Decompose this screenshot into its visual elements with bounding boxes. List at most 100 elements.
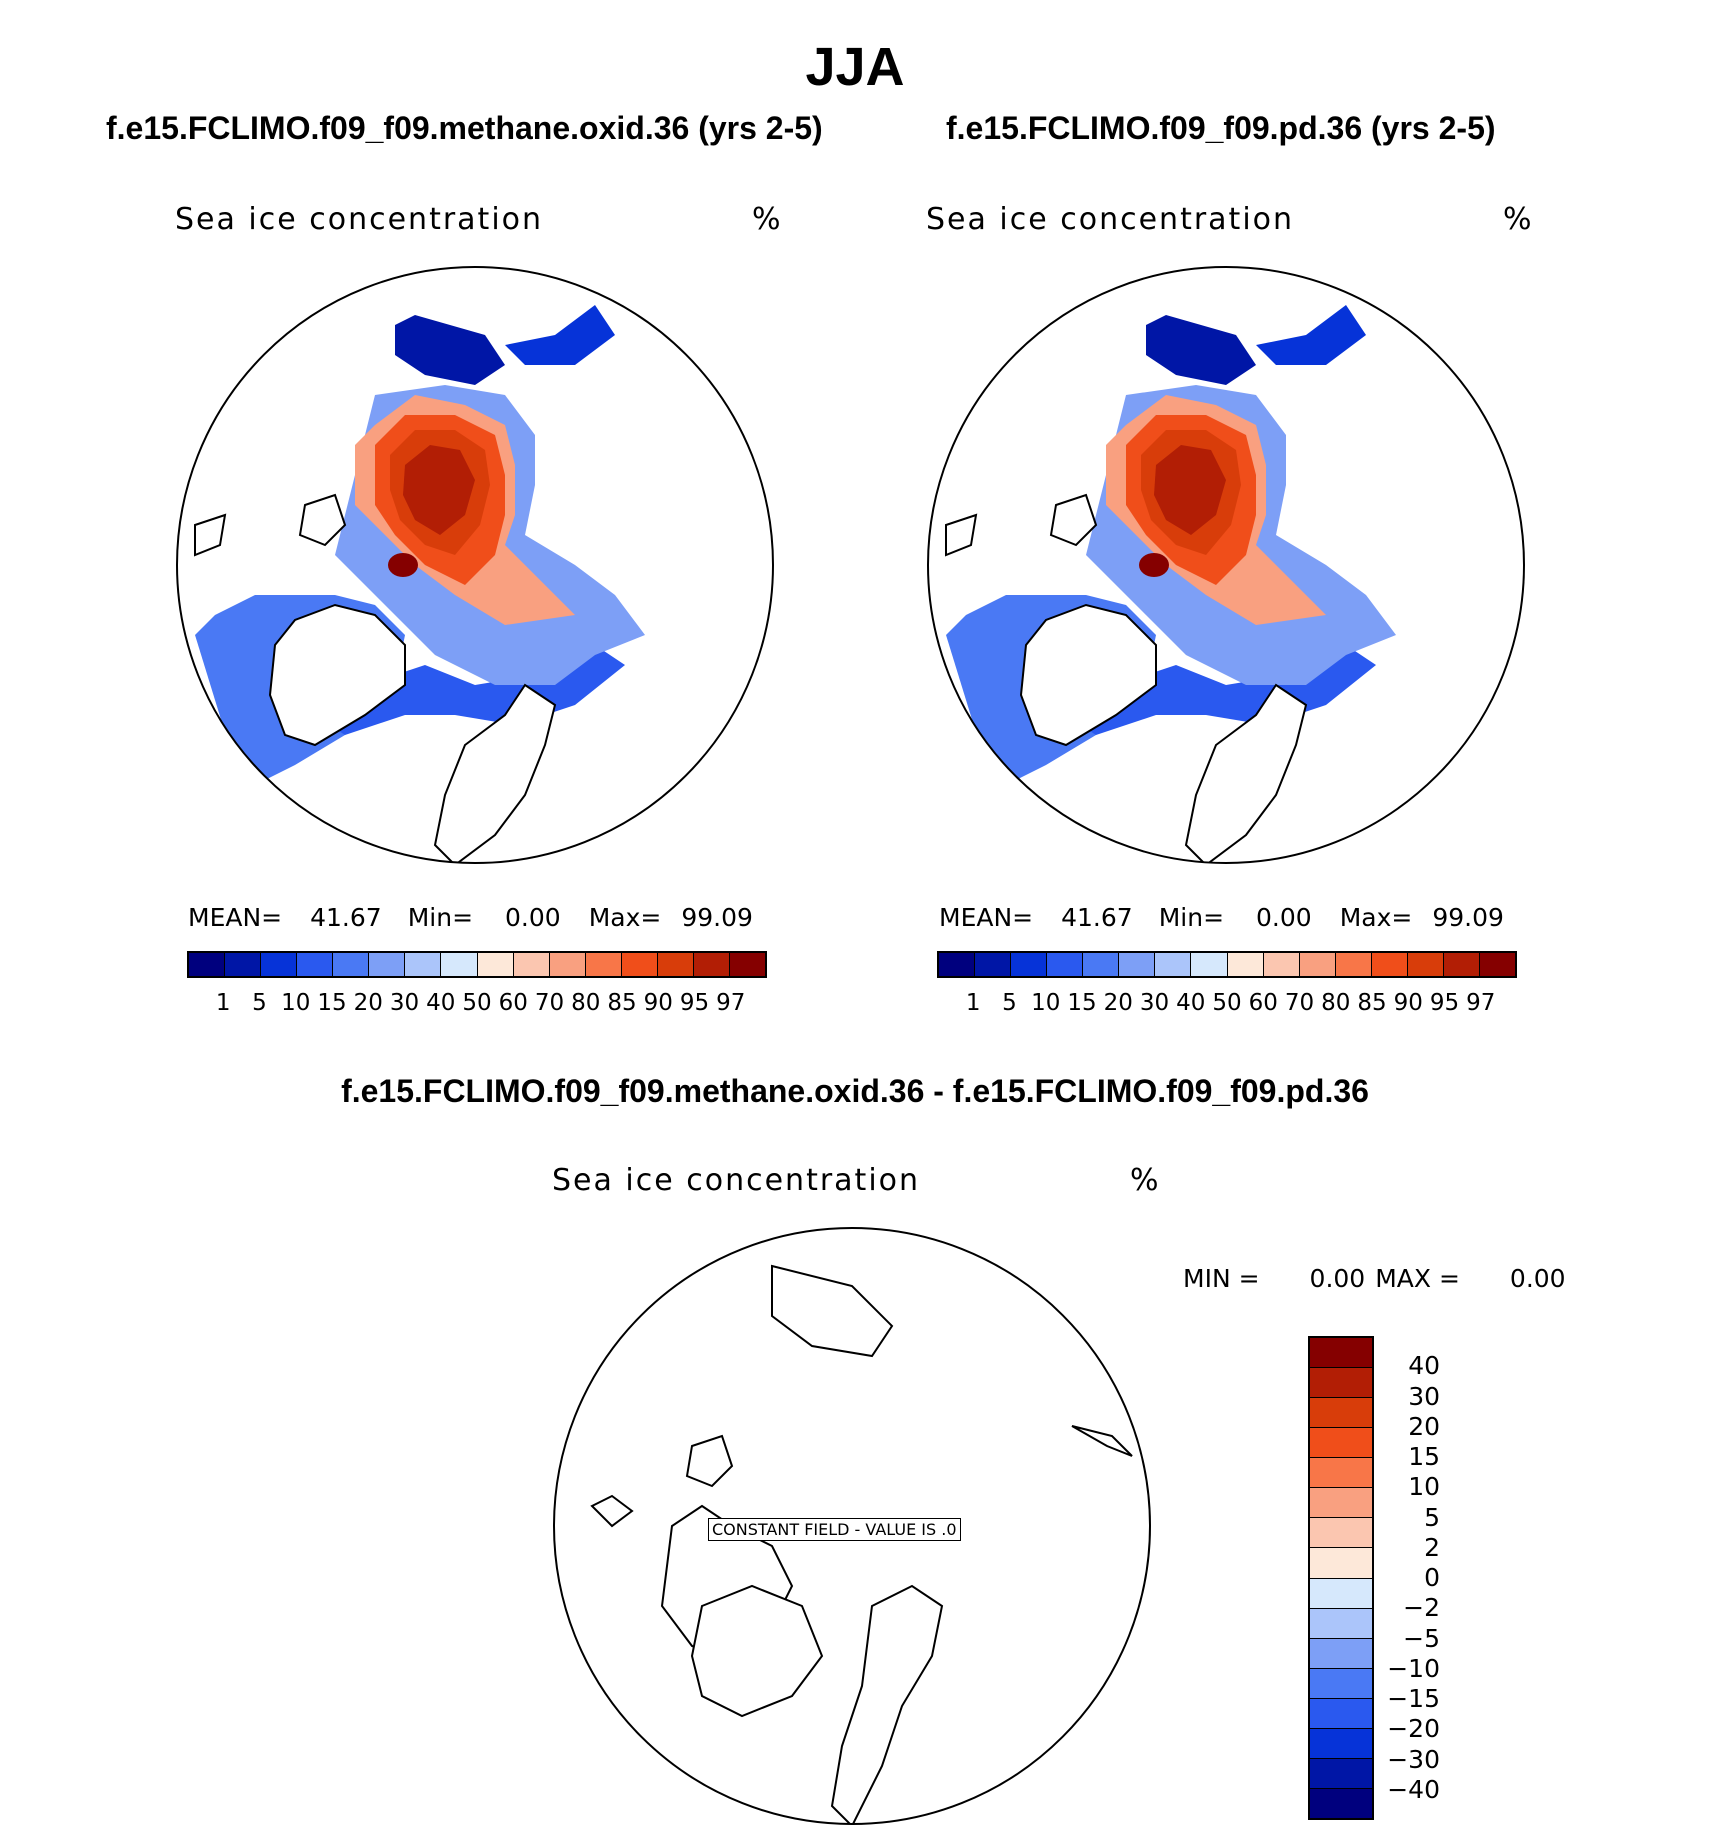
panel-1-variable-label: Sea ice concentration <box>175 202 544 237</box>
colorbar-tick-label: 40 <box>1408 1351 1440 1381</box>
colorbar-swatch <box>1227 953 1264 976</box>
colorbar-tick-label: −15 <box>1387 1684 1440 1713</box>
panel-1-units-label: % <box>752 202 781 237</box>
colorbar-tick-label: 5 <box>1424 1502 1440 1532</box>
colorbar-tick-label: 10 <box>1408 1472 1440 1502</box>
colorbar-swatch <box>1191 953 1228 976</box>
colorbar-swatch <box>441 953 478 976</box>
colorbar-tick-label: 97 <box>716 990 746 1016</box>
panel-1-colorbar-ticks: 1 5 10 15 20 30 40 50 60 70 80 85 90 95 97 <box>187 990 767 1020</box>
panel-2-mean-value: 41.67 <box>1061 903 1133 932</box>
panel-1-mean-label: MEAN= <box>188 903 283 932</box>
colorbar-swatch <box>1310 1698 1372 1729</box>
diff-map-boundary <box>553 1227 1151 1825</box>
panel-1-max-label: Max= <box>588 903 662 932</box>
panel-2-colorbar-ticks: 1 5 10 15 20 30 40 50 60 70 80 85 90 95 97 <box>937 990 1517 1020</box>
colorbar-swatch <box>225 953 262 976</box>
colorbar-swatch <box>1310 1428 1372 1459</box>
panel-2-min-label: Min= <box>1158 903 1225 932</box>
colorbar-tick-label: 5 <box>1002 990 1017 1016</box>
colorbar-tick-label: 30 <box>1139 990 1170 1016</box>
diff-panel-title: f.e15.FCLIMO.f09_f09.methane.oxid.36 - f… <box>341 1073 1369 1109</box>
diff-polar-map <box>553 1227 1151 1825</box>
panel-2-units-label: % <box>1503 202 1532 237</box>
colorbar-tick-label: 40 <box>426 990 456 1016</box>
panel-2-min-value: 0.00 <box>1256 903 1312 932</box>
panel-1-land-masses <box>194 493 557 863</box>
colorbar-swatch <box>1310 1788 1372 1818</box>
colorbar-swatch <box>513 953 550 976</box>
colorbar-swatch <box>477 953 514 976</box>
colorbar-tick-label: 15 <box>317 990 347 1016</box>
colorbar-tick-label: 10 <box>281 990 311 1016</box>
panel-1-min-value: 0.00 <box>505 903 561 932</box>
colorbar-tick-label: 95 <box>679 990 710 1016</box>
panel-2-map-boundary <box>927 266 1525 864</box>
panel-2-max-value: 99.09 <box>1432 903 1504 932</box>
panel-1-polar-map <box>176 266 774 864</box>
diff-colorbar <box>1308 1336 1374 1820</box>
colorbar-tick-label: 40 <box>1176 990 1206 1016</box>
colorbar-swatch <box>1310 1758 1372 1789</box>
diff-units-label: % <box>1130 1163 1159 1198</box>
colorbar-tick-label: 60 <box>498 990 528 1016</box>
colorbar-swatch <box>333 953 370 976</box>
panel-2-case-title: f.e15.FCLIMO.f09_f09.pd.36 (yrs 2-5) <box>946 110 1496 146</box>
colorbar-tick-label: 2 <box>1424 1532 1440 1562</box>
colorbar-tick-label: 60 <box>1248 990 1278 1016</box>
colorbar-swatch <box>1310 1488 1372 1519</box>
colorbar-tick-label: 70 <box>1284 990 1315 1016</box>
constant-field-label: CONSTANT FIELD - VALUE IS .0 <box>708 1518 961 1541</box>
colorbar-swatch <box>693 953 730 976</box>
colorbar-tick-label: −40 <box>1387 1774 1440 1804</box>
colorbar-tick-label: −20 <box>1387 1714 1440 1744</box>
colorbar-swatch <box>657 953 694 976</box>
colorbar-swatch <box>1310 1518 1372 1549</box>
panel-2-sea-ice-field <box>946 305 1396 785</box>
colorbar-tick-label: −10 <box>1387 1653 1440 1683</box>
colorbar-tick-label: 1 <box>965 990 981 1016</box>
colorbar-swatch <box>1310 1638 1372 1669</box>
diff-variable-label: Sea ice concentration <box>552 1163 921 1198</box>
colorbar-swatch <box>405 953 442 976</box>
diff-land-masses <box>590 1264 1133 1824</box>
colorbar-swatch <box>1011 953 1048 976</box>
colorbar-tick-label: 70 <box>534 990 565 1016</box>
colorbar-tick-label: 90 <box>643 990 673 1016</box>
panel-2-stats: MEAN= 41.67 Min= 0.00 Max= 99.09 <box>939 903 1504 932</box>
diff-max-label: MAX = <box>1375 1264 1460 1293</box>
diff-colorbar-ticks: 40 30 20 15 10 5 2 0 −2 −5 −10 −15 −20 −30 −40 <box>1380 1336 1450 1820</box>
diff-max-value: 0.00 <box>1509 1264 1566 1293</box>
colorbar-swatch <box>1310 1728 1372 1759</box>
colorbar-tick-label: 20 <box>353 990 383 1016</box>
colorbar-tick-label: 80 <box>571 990 601 1016</box>
colorbar-tick-label: 10 <box>1031 990 1061 1016</box>
colorbar-swatch <box>1047 953 1084 976</box>
colorbar-tick-label: −5 <box>1403 1623 1440 1653</box>
panel-1-min-label: Min= <box>407 903 474 932</box>
colorbar-tick-label: 5 <box>252 990 267 1016</box>
figure-title: JJA <box>805 37 905 97</box>
colorbar-swatch <box>1335 953 1372 976</box>
panel-2-variable-label: Sea ice concentration <box>926 202 1295 237</box>
colorbar-tick-label: 0 <box>1424 1563 1440 1592</box>
colorbar-swatch <box>189 953 226 976</box>
panel-1-mean-value: 41.67 <box>310 903 382 932</box>
colorbar-swatch <box>621 953 658 976</box>
panel-1-sea-ice-field <box>195 305 645 785</box>
panel-2-mean-label: MEAN= <box>939 903 1034 932</box>
colorbar-swatch <box>1310 1398 1372 1429</box>
colorbar-swatch <box>549 953 586 976</box>
panel-2-max-label: Max= <box>1339 903 1413 932</box>
colorbar-tick-label: 85 <box>607 990 637 1016</box>
colorbar-tick-label: 90 <box>1393 990 1423 1016</box>
colorbar-tick-label: 20 <box>1103 990 1133 1016</box>
colorbar-tick-label: 15 <box>1408 1442 1440 1471</box>
colorbar-swatch <box>1263 953 1300 976</box>
colorbar-tick-label: 97 <box>1466 990 1496 1016</box>
colorbar-tick-label: −2 <box>1403 1593 1440 1623</box>
colorbar-tick-label: 50 <box>462 990 492 1016</box>
panel-1-stats: MEAN= 41.67 Min= 0.00 Max= 99.09 <box>188 903 753 932</box>
colorbar-swatch <box>1299 953 1336 976</box>
colorbar-swatch <box>729 953 765 976</box>
